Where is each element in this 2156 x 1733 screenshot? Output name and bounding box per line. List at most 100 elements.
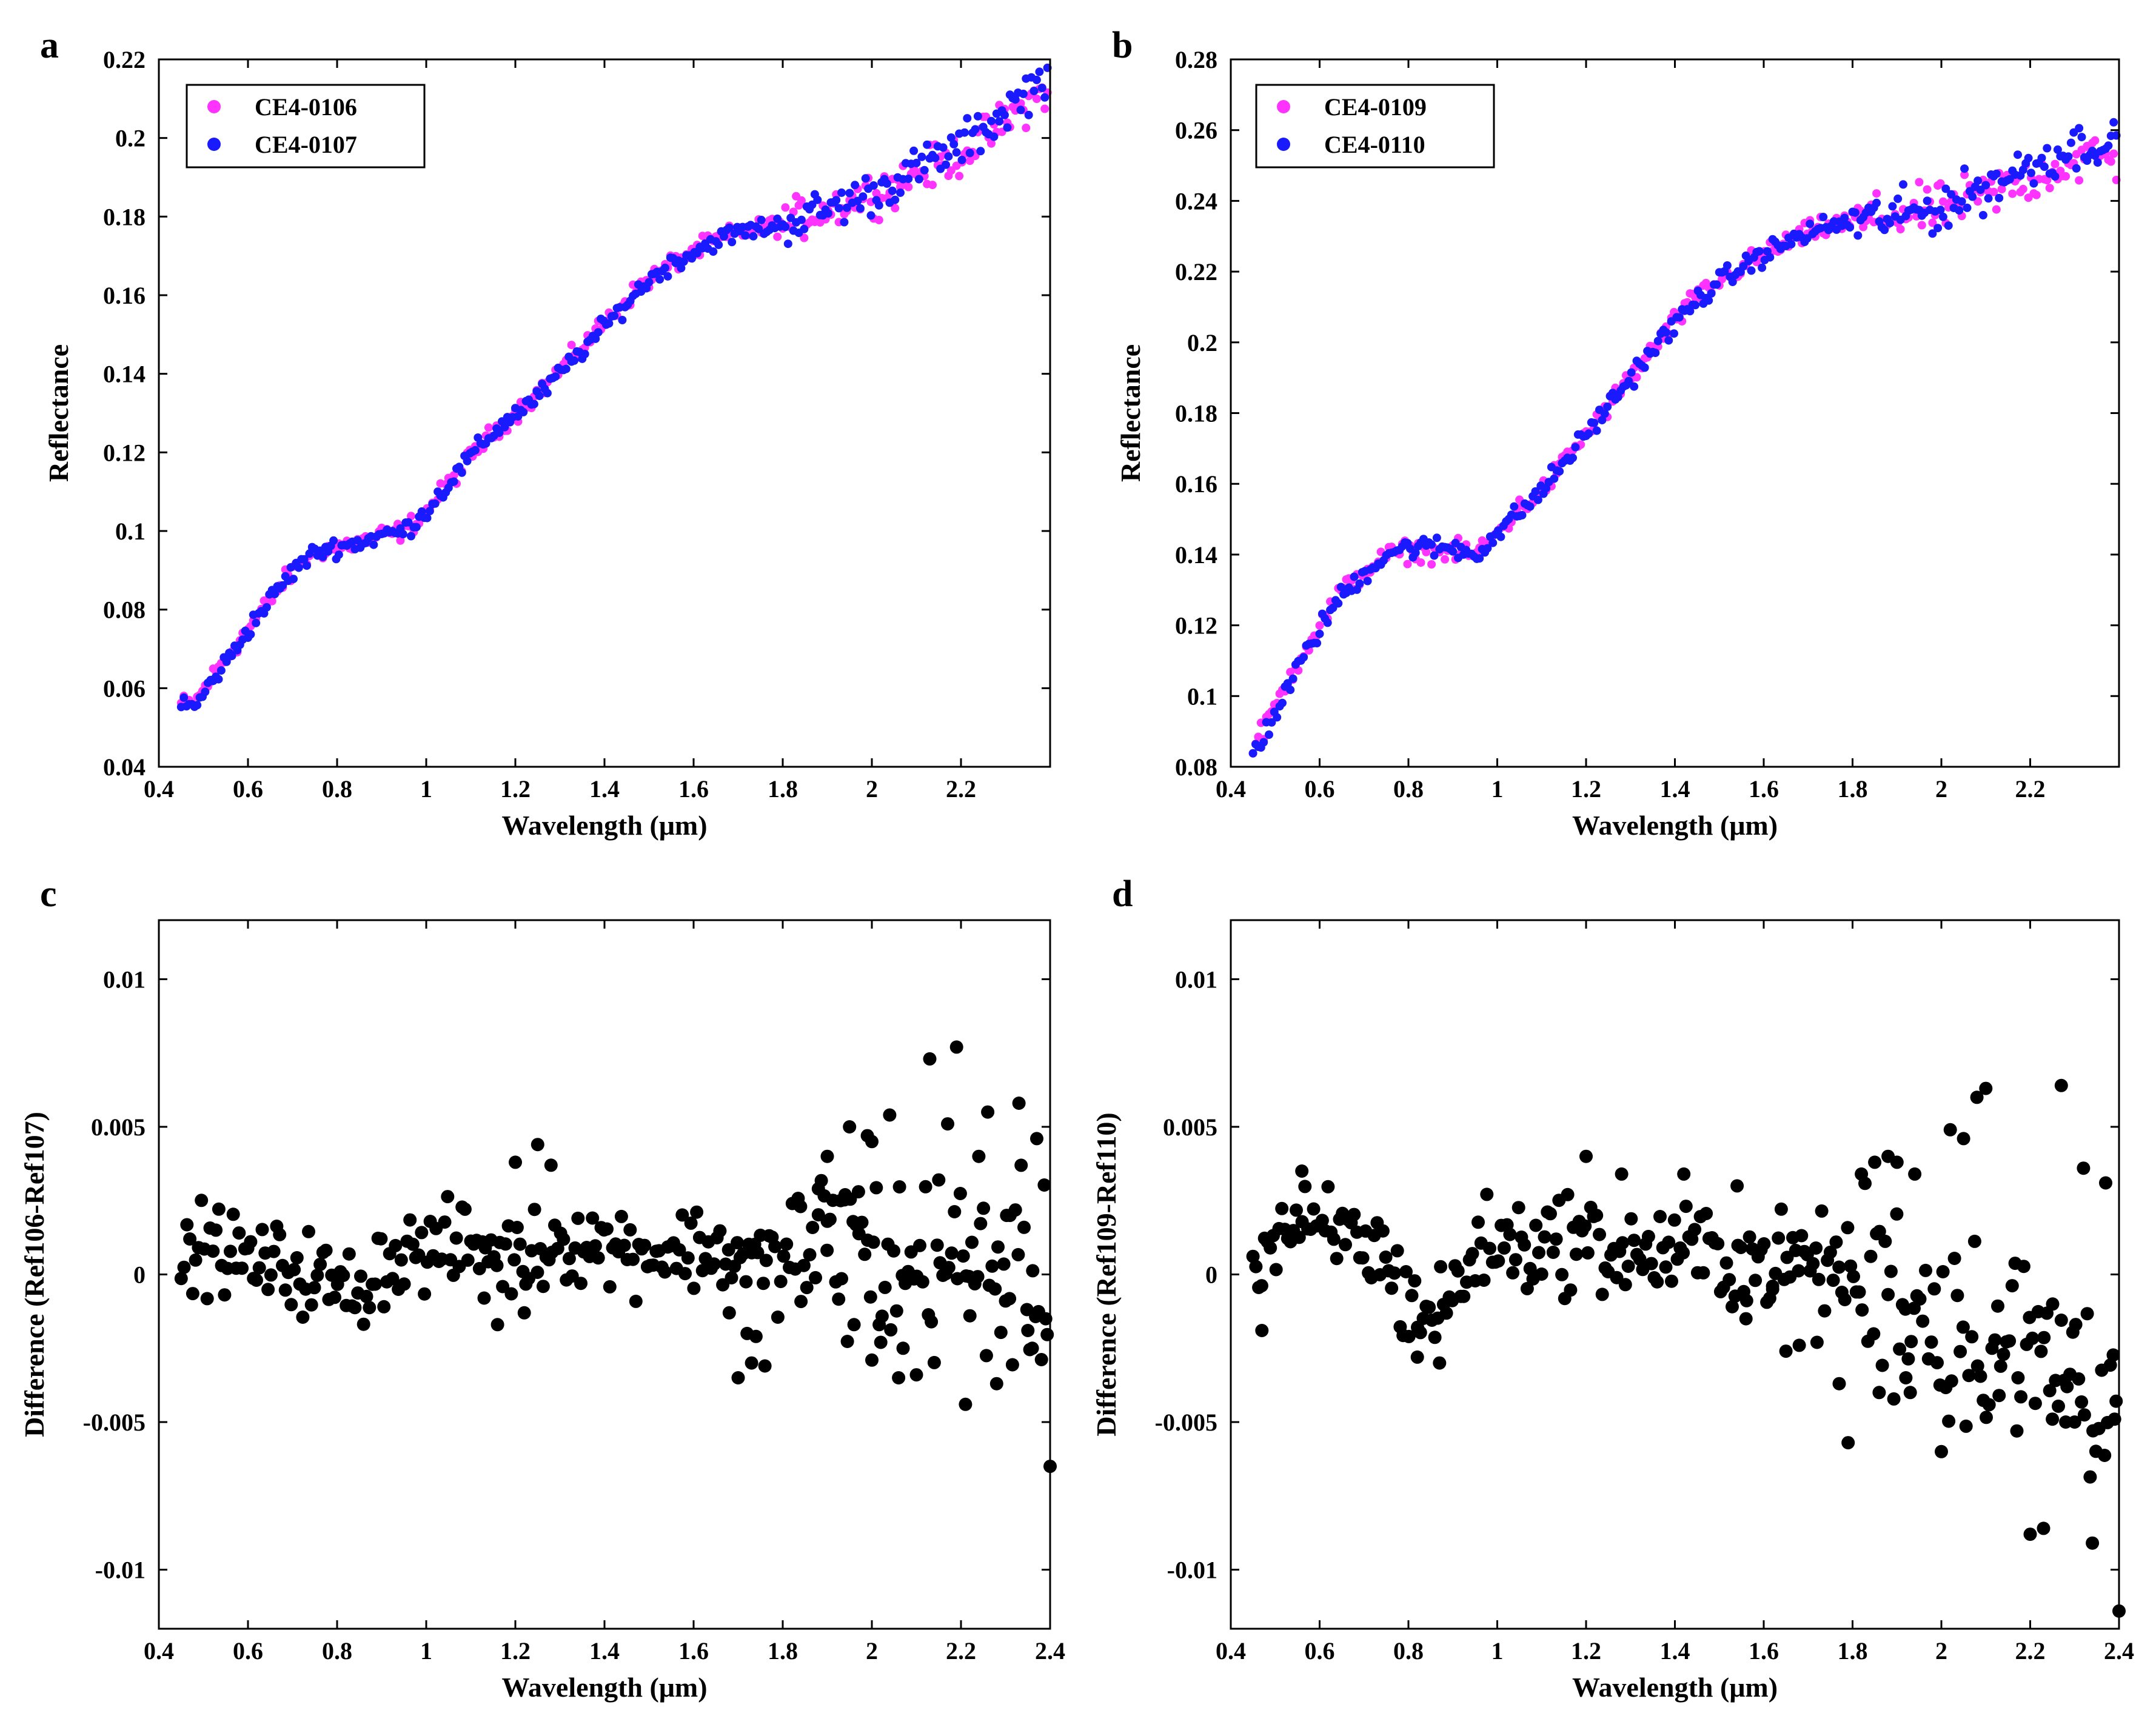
x-tick-label: 0.8 xyxy=(1393,775,1424,803)
data-point xyxy=(1872,189,1881,198)
data-point xyxy=(859,192,868,201)
data-point xyxy=(658,1265,672,1279)
data-point xyxy=(917,152,926,161)
data-point-outlier xyxy=(883,1108,897,1122)
data-point xyxy=(2034,1344,2048,1358)
data-point-outlier xyxy=(490,1318,504,1332)
data-point xyxy=(226,1207,240,1221)
data-point-outlier xyxy=(865,1353,879,1367)
data-point-outlier xyxy=(2054,1078,2068,1092)
data-point xyxy=(1696,1266,1710,1280)
data-point-outlier xyxy=(731,1371,745,1384)
data-point xyxy=(644,278,654,287)
data-point xyxy=(1880,225,1889,235)
data-point xyxy=(1864,1249,1878,1263)
data-point xyxy=(1017,1220,1031,1234)
data-point xyxy=(498,1237,512,1251)
data-point xyxy=(1014,1158,1028,1172)
data-point-outlier xyxy=(1739,1312,1753,1326)
data-point xyxy=(183,1232,197,1246)
data-point xyxy=(1968,192,1977,201)
data-point xyxy=(1613,393,1622,402)
data-point xyxy=(1936,1265,1950,1278)
data-point-outlier xyxy=(1903,1386,1917,1400)
data-point-outlier xyxy=(1730,1179,1744,1193)
data-point xyxy=(1416,558,1425,567)
data-point xyxy=(1630,382,1639,391)
data-point xyxy=(2075,176,2084,185)
data-point xyxy=(1872,198,1881,207)
data-point xyxy=(2024,153,2033,162)
data-point xyxy=(2060,1380,2074,1394)
y-tick-label: 0.1 xyxy=(1187,683,1217,710)
data-point xyxy=(1403,559,1412,569)
data-point xyxy=(1032,95,1041,103)
x-tick-label: 1.6 xyxy=(678,1637,709,1665)
data-point xyxy=(1846,223,1855,232)
data-point xyxy=(749,232,758,241)
data-point xyxy=(1893,1342,1907,1356)
data-point xyxy=(1550,474,1559,483)
data-point xyxy=(1875,1358,1889,1372)
data-point xyxy=(709,247,718,256)
data-point xyxy=(2043,176,2052,185)
data-point xyxy=(1884,1264,1898,1278)
chart-panel-d: d 0.4 0.6 0.8 1 1.2 1.4 1.6 1.8 2 2.2 2.4 -0.01 -0.00… xyxy=(1091,873,2134,1703)
data-point-outlier xyxy=(989,1377,1003,1391)
data-point xyxy=(1248,749,1257,758)
data-point xyxy=(562,1252,576,1266)
data-point xyxy=(1988,1333,2002,1347)
x-tick-label: 0.4 xyxy=(1216,1637,1246,1665)
data-point xyxy=(913,1238,926,1252)
data-point xyxy=(418,1287,432,1301)
data-point xyxy=(837,188,846,197)
x-tick-label: 1.4 xyxy=(589,1637,620,1665)
x-tick-label: 0.4 xyxy=(144,1637,174,1665)
data-point xyxy=(1428,1331,1442,1344)
data-point-outlier xyxy=(1792,1338,1806,1352)
data-point xyxy=(201,687,210,696)
data-point xyxy=(1327,1232,1341,1246)
data-point xyxy=(1441,555,1450,564)
data-point xyxy=(1795,1229,1809,1243)
data-point xyxy=(874,201,883,210)
data-point xyxy=(430,499,440,508)
data-point xyxy=(1930,1356,1944,1370)
x-tick-label: 0.6 xyxy=(1305,1637,1335,1665)
data-point xyxy=(1994,1359,2007,1373)
data-point xyxy=(1938,197,1947,206)
data-point xyxy=(928,181,937,190)
data-point xyxy=(348,1301,362,1315)
data-point xyxy=(244,1235,258,1249)
x-tick-label: 2.4 xyxy=(1035,1637,1065,1665)
data-point xyxy=(1402,1329,1416,1343)
data-point-outlier xyxy=(820,1214,834,1228)
data-point xyxy=(2103,1358,2117,1372)
data-point xyxy=(672,1243,686,1257)
legend-marker xyxy=(1277,138,1290,151)
data-point xyxy=(535,392,544,401)
data-point xyxy=(840,218,849,227)
data-point xyxy=(195,1194,209,1207)
data-point xyxy=(1675,313,1684,322)
data-point xyxy=(305,549,314,558)
data-point xyxy=(513,1237,527,1251)
data-point xyxy=(930,1238,944,1252)
data-point xyxy=(296,1311,310,1324)
data-point xyxy=(1399,1265,1413,1278)
legend: CE4-0106 CE4-0107 xyxy=(186,84,426,169)
data-point xyxy=(1980,1411,1993,1424)
x-tick-label: 1.6 xyxy=(1749,1637,1779,1665)
data-point xyxy=(1336,583,1345,592)
data-point xyxy=(2064,152,2073,161)
data-point xyxy=(398,530,407,539)
data-point xyxy=(2046,1297,2060,1311)
data-point xyxy=(1933,224,1943,233)
data-point xyxy=(1518,1238,1532,1252)
data-point xyxy=(946,133,956,142)
data-point xyxy=(1974,176,1983,185)
data-point xyxy=(1644,1257,1658,1271)
x-tick-label: 2 xyxy=(1935,1637,1947,1665)
data-point xyxy=(1997,185,2006,194)
data-point-outlier xyxy=(820,1149,834,1163)
